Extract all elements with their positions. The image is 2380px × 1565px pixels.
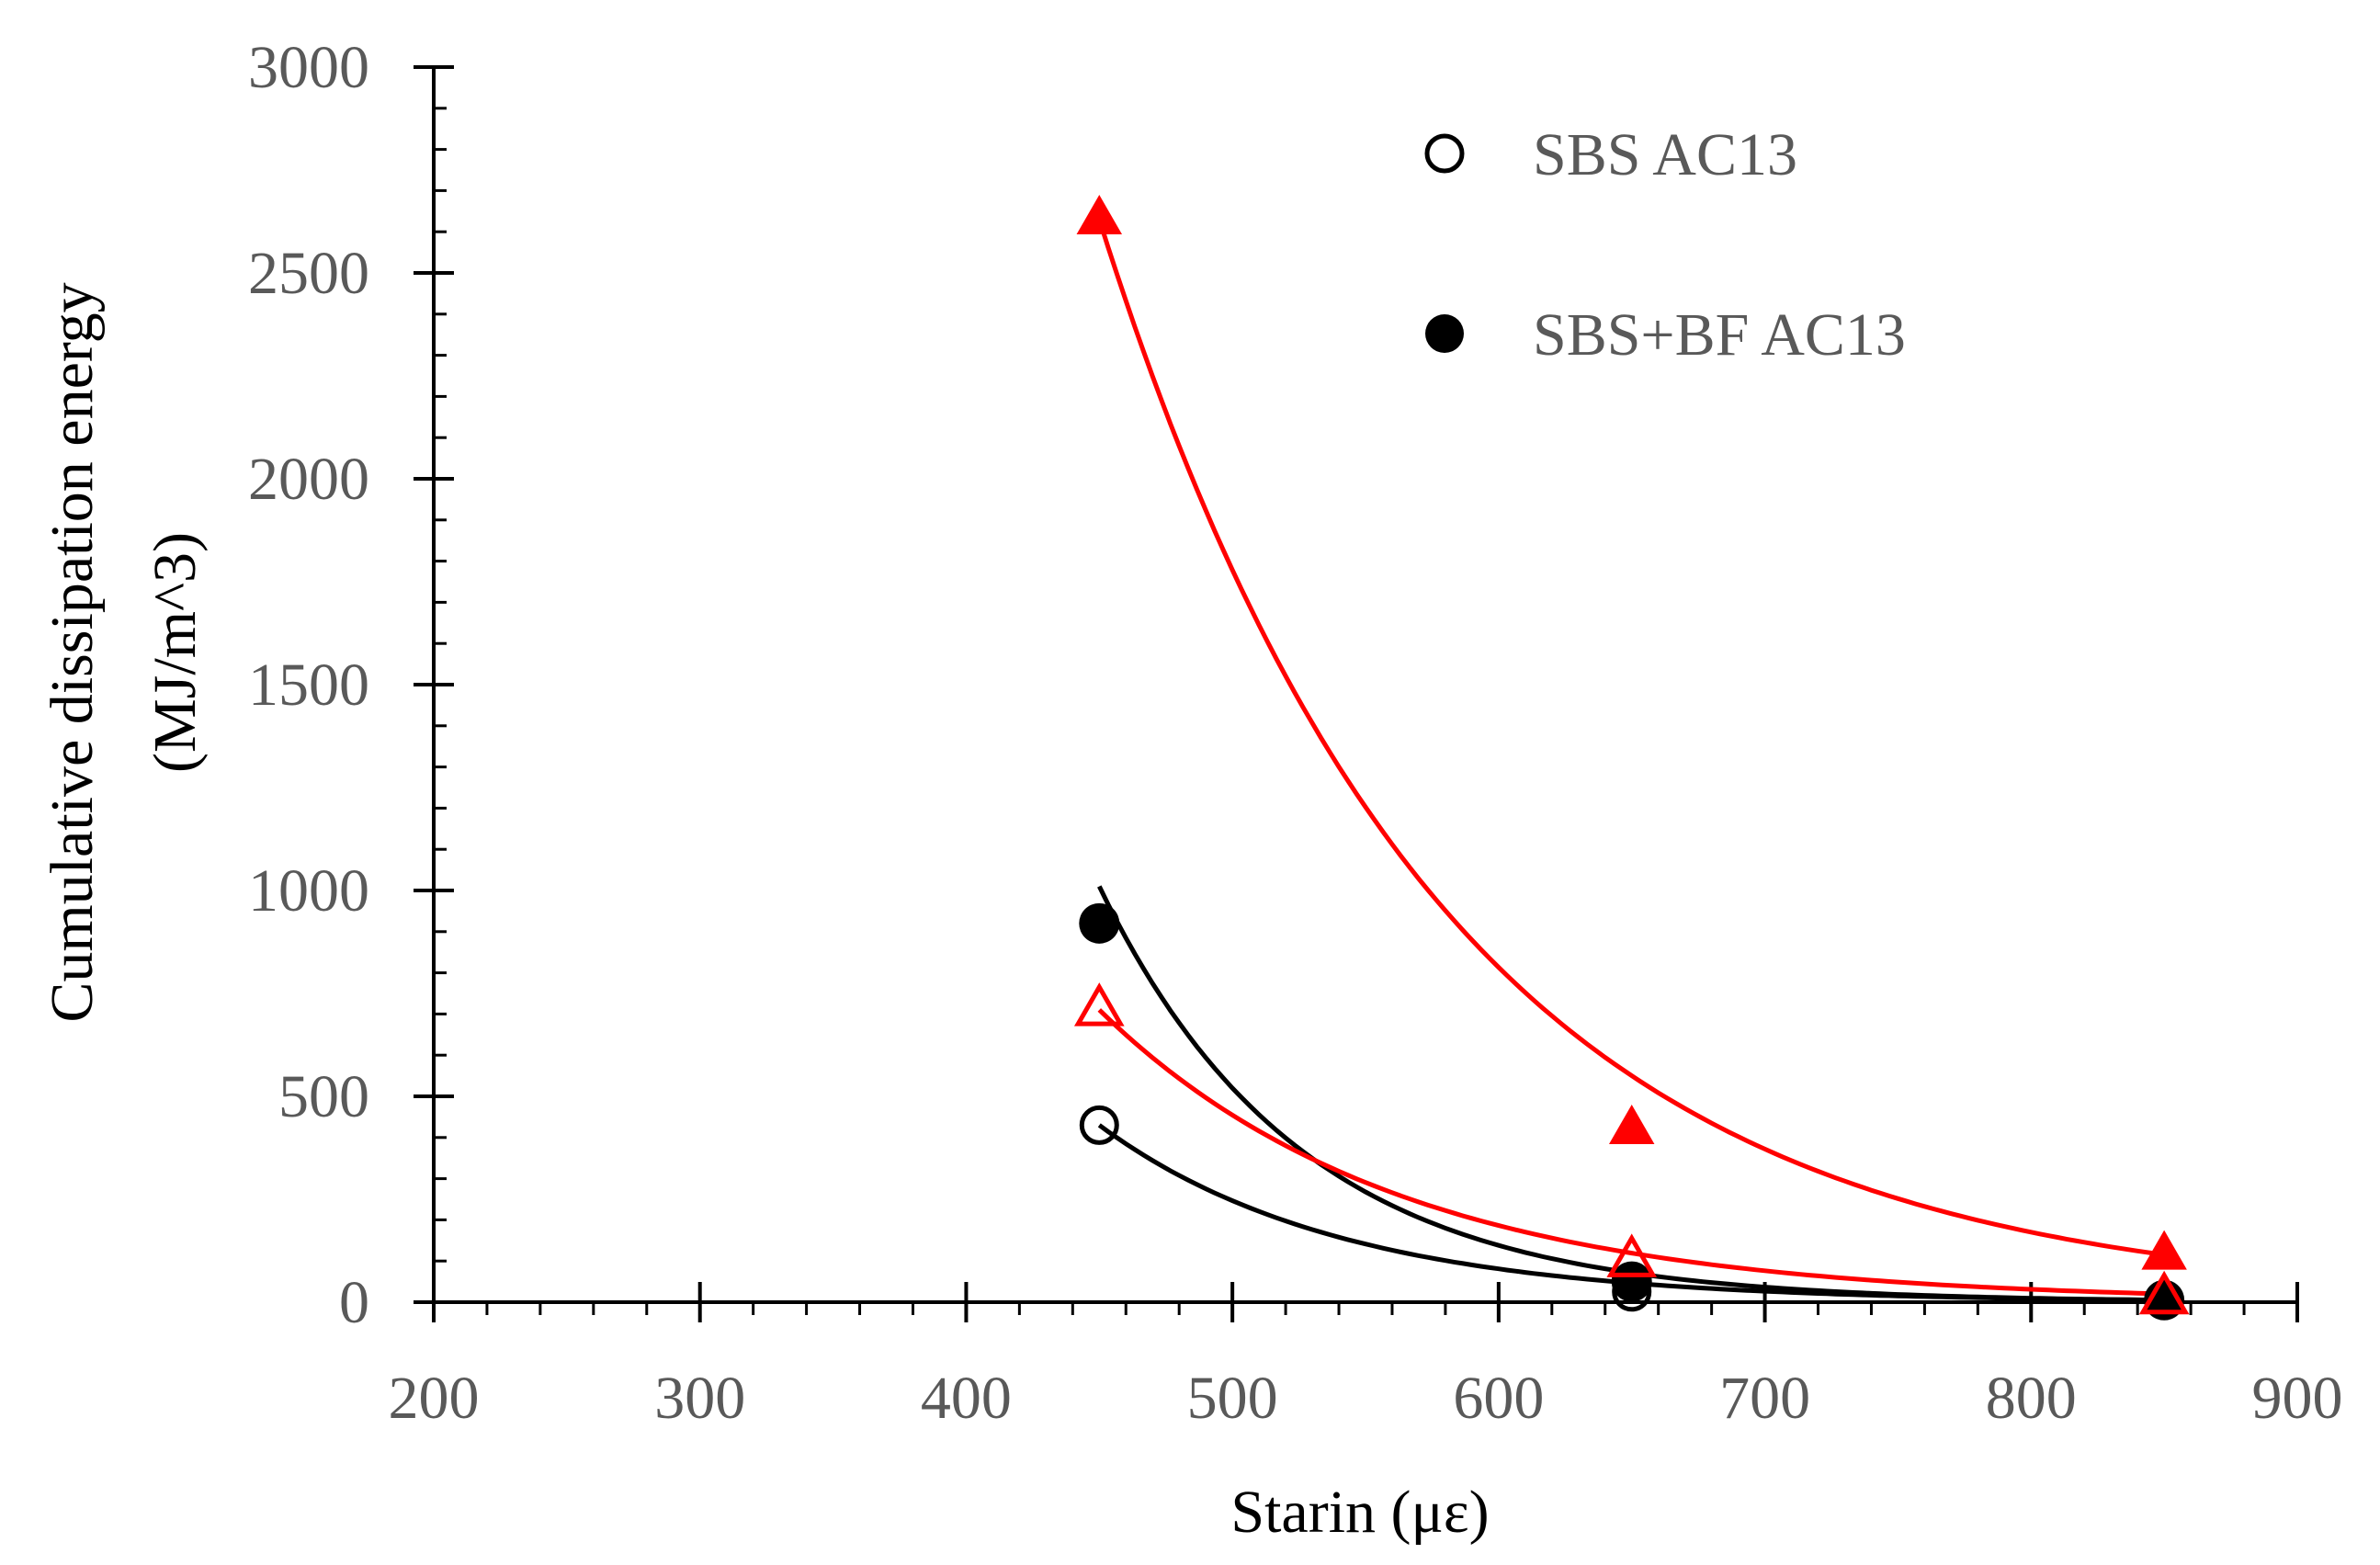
legend-label-sbs-bf-ac13: SBS+BF AC13	[1533, 301, 1906, 369]
y-tick-label: 2500	[248, 240, 369, 307]
minor-ticks	[414, 65, 2299, 1322]
axes	[432, 67, 2297, 1304]
legend-marker-sbs-bf-ac13	[1425, 314, 1464, 353]
fit-curve-series-3	[1096, 219, 2165, 1257]
tick-labels: 0 500 1000 1500 2000 2500 3000 200 300 400 500 600 7…	[248, 34, 2343, 1432]
x-axis-title: Starin (με)	[1230, 1479, 1489, 1546]
data-point-series-2-1	[1606, 1233, 1658, 1277]
data-point-series-2-2	[2138, 1270, 2190, 1315]
x-tick-label: 500	[1187, 1365, 1278, 1432]
x-tick-label: 800	[1986, 1365, 2077, 1432]
x-tick-label: 700	[1719, 1365, 1810, 1432]
data-point-series-3-0	[1076, 194, 1123, 234]
x-tick-label: 300	[654, 1365, 745, 1432]
y-axis-title-line2: (MJ/m^3)	[142, 532, 209, 773]
y-tick-label: 1000	[248, 857, 369, 924]
legend-marker-sbs-ac13	[1424, 133, 1465, 174]
y-tick-label: 3000	[248, 34, 369, 101]
legend-label-sbs-ac13: SBS AC13	[1533, 121, 1797, 188]
y-tick-label: 1500	[248, 652, 369, 719]
data-point-series-2-0	[1073, 982, 1125, 1026]
data-point-series-3-1	[1608, 1105, 1655, 1145]
fit-curve-series-2	[1097, 1008, 2165, 1297]
data-points	[1073, 194, 2190, 1321]
x-tick-label: 200	[389, 1365, 480, 1432]
data-point-series-1-0	[1079, 902, 1120, 944]
y-tick-label: 2000	[248, 446, 369, 513]
y-tick-label: 500	[278, 1063, 369, 1130]
legend: SBS AC13 SBS+BF AC13	[1424, 121, 1906, 369]
x-tick-label: 900	[2252, 1365, 2343, 1432]
data-point-series-1-1	[1611, 1261, 1652, 1302]
x-tick-label: 600	[1453, 1365, 1544, 1432]
x-tick-label: 400	[921, 1365, 1012, 1432]
y-tick-label: 0	[339, 1269, 369, 1336]
y-axis-title-line1: Cumulative dissipation energy	[39, 282, 106, 1022]
data-point-series-3-2	[2141, 1230, 2187, 1270]
data-point-series-0-0	[1079, 1105, 1119, 1145]
